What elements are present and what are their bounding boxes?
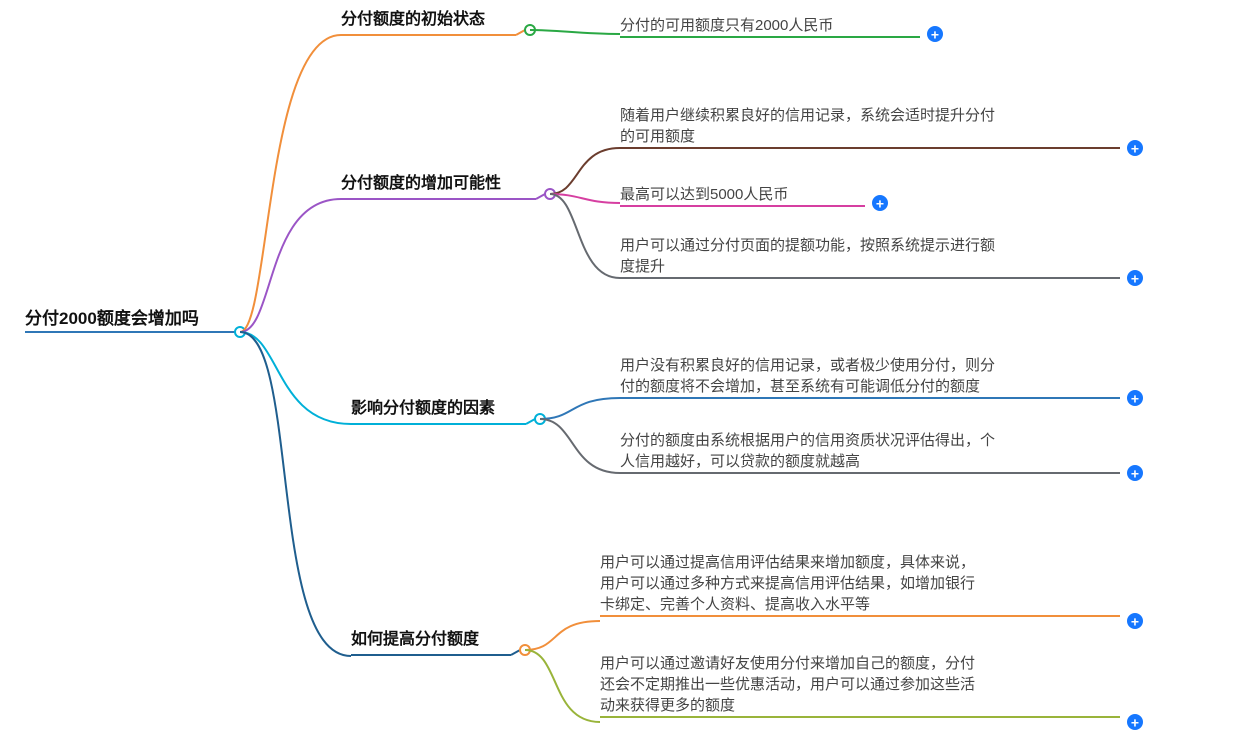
connector-root-to-branch — [240, 199, 341, 332]
branch-node-b4: 如何提高分付额度 — [351, 629, 530, 655]
svg-text:+: + — [876, 196, 884, 212]
connector-root-to-branch — [240, 332, 351, 424]
connector-branch-to-leaf — [530, 30, 620, 34]
svg-text:+: + — [1131, 466, 1139, 482]
branch-node-b1: 分付额度的初始状态 — [341, 9, 535, 35]
svg-text:+: + — [1131, 614, 1139, 630]
connector-branch-to-leaf — [550, 194, 620, 278]
leaf-text-line: 最高可以达到5000人民币 — [620, 186, 788, 203]
connector-branch-to-leaf — [540, 419, 620, 473]
leaf-node-b2-2: 用户可以通过分付页面的提额功能，按照系统提示进行额度提升 + — [620, 237, 1143, 287]
expand-button[interactable]: + — [1127, 714, 1143, 731]
root-label: 分付2000额度会增加吗 — [25, 308, 199, 328]
connector-branch-to-leaf — [525, 650, 600, 722]
svg-text:+: + — [1131, 271, 1139, 287]
leaf-node-b2-0: 随着用户继续积累良好的信用记录，系统会适时提升分付的可用额度 + — [620, 107, 1143, 157]
branch-label: 分付额度的初始状态 — [341, 9, 485, 28]
expand-button[interactable]: + — [872, 195, 888, 212]
expand-button[interactable]: + — [1127, 465, 1143, 482]
expand-button[interactable]: + — [1127, 270, 1143, 287]
svg-text:+: + — [1131, 141, 1139, 157]
branch-node-b3: 影响分付额度的因素 — [351, 398, 545, 424]
expand-button[interactable]: + — [1127, 613, 1143, 630]
leaf-text-line: 用户可以通过邀请好友使用分付来增加自己的额度，分付 — [600, 655, 975, 672]
mindmap-canvas: 分付2000额度会增加吗分付额度的初始状态分付的可用额度只有2000人民币+分付… — [0, 0, 1252, 750]
connector-root-to-branch — [240, 35, 341, 332]
branch-label: 如何提高分付额度 — [351, 629, 480, 648]
root-node: 分付2000额度会增加吗 — [25, 308, 245, 337]
branch-node-b2: 分付额度的增加可能性 — [341, 173, 555, 199]
leaf-text-line: 用户没有积累良好的信用记录，或者极少使用分付，则分 — [620, 357, 995, 374]
branch-label: 影响分付额度的因素 — [351, 398, 495, 417]
svg-text:+: + — [1131, 715, 1139, 731]
leaf-node-b3-0: 用户没有积累良好的信用记录，或者极少使用分付，则分付的额度将不会增加，甚至系统有… — [620, 357, 1143, 407]
connector-branch-to-leaf — [525, 621, 600, 650]
expand-button[interactable]: + — [1127, 390, 1143, 407]
leaf-node-b2-1: 最高可以达到5000人民币 + — [620, 186, 888, 212]
leaf-text-line: 的可用额度 — [620, 128, 695, 145]
leaf-node-b4-0: 用户可以通过提高信用评估结果来增加额度，具体来说， 用户可以通过多种方式来提高信用… — [600, 554, 1143, 630]
branch-label: 分付额度的增加可能性 — [341, 173, 501, 192]
leaf-text-line: 度提升 — [620, 258, 665, 275]
leaf-text-line: 还会不定期推出一些优惠活动，用户可以通过参加这些活 — [600, 676, 975, 693]
leaf-text-line: 付的额度将不会增加，甚至系统有可能调低分付的额度 — [620, 378, 980, 395]
connector-branch-to-leaf — [550, 148, 620, 194]
leaf-text-line: 随着用户继续积累良好的信用记录，系统会适时提升分付 — [620, 107, 995, 124]
leaf-text-line: 分付的可用额度只有2000人民币 — [620, 17, 833, 34]
expand-button[interactable]: + — [927, 26, 943, 43]
expand-button[interactable]: + — [1127, 140, 1143, 157]
connector-root-to-branch — [240, 332, 351, 656]
leaf-text-line: 分付的额度由系统根据用户的信用资质状况评估得出，个 — [620, 432, 995, 449]
leaf-text-line: 用户可以通过提高信用评估结果来增加额度，具体来说， — [600, 554, 975, 571]
leaf-text-line: 卡绑定、完善个人资料、提高收入水平等 — [600, 595, 870, 613]
leaf-node-b3-1: 分付的额度由系统根据用户的信用资质状况评估得出，个人信用越好，可以贷款的额度就越… — [620, 432, 1143, 482]
svg-text:+: + — [1131, 391, 1139, 407]
leaf-text-line: 动来获得更多的额度 — [600, 697, 735, 714]
leaf-text-line: 用户可以通过分付页面的提额功能，按照系统提示进行额 — [620, 237, 995, 254]
leaf-node-b1-0: 分付的可用额度只有2000人民币 + — [620, 17, 943, 43]
connector-branch-to-leaf — [540, 398, 620, 419]
leaf-text-line: 人信用越好，可以贷款的额度就越高 — [620, 453, 860, 470]
leaf-text-line: 用户可以通过多种方式来提高信用评估结果，如增加银行 — [600, 575, 975, 592]
svg-text:+: + — [931, 27, 939, 43]
leaf-node-b4-1: 用户可以通过邀请好友使用分付来增加自己的额度，分付还会不定期推出一些优惠活动，用… — [600, 655, 1143, 731]
